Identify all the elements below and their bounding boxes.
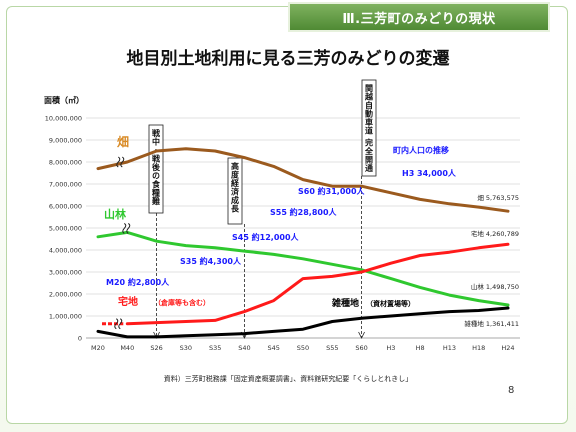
slide-frame [6,6,568,424]
y-tick-label: 4,000,000 [49,247,82,255]
break-marker [122,222,131,234]
y-tick-label: 6,000,000 [49,203,82,211]
x-tick-label: S40 [238,344,250,352]
event-marker-arrow [358,331,365,339]
misc-land-note: （資材置場等） [366,299,415,308]
x-tick-label: S50 [297,344,309,352]
field-end-value: 畑 5,763,575 [477,194,519,202]
y-tick-label: 1,000,000 [49,313,82,321]
y-tick-label: 2,000,000 [49,291,82,299]
event-box-label: 戦中・戦後の食糧難 [151,128,161,206]
y-tick-label: 10,000,000 [45,115,82,123]
x-tick-label: S45 [268,344,280,352]
forest-end-value: 山林 1,498,750 [471,282,519,291]
x-tick-label: S26 [150,344,162,352]
population-label: S55 約28,800人 [270,207,338,217]
page-title: 地目別土地利用に見る三芳のみどりの変遷 [126,49,450,69]
residential-series-line [125,242,510,326]
x-tick-label: S60 [355,344,367,352]
event-box [227,157,243,225]
break-marker [116,156,125,168]
section-tab: Ⅲ.三芳町のみどりの現状 [288,2,550,32]
population-label: S45 約12,000人 [232,232,300,242]
event-box-label: 関越自動車道 完全開通 [364,83,374,173]
x-tick-label: S35 [209,344,221,352]
forest-label: 山林 [104,207,126,221]
event-box [148,124,164,214]
event-box-label: 高度経済成長 [230,161,240,214]
residential-label: 宅地 [118,295,138,308]
misc-land-end-value: 雑種地 1,361,411 [464,319,519,328]
forest-series-line [96,230,510,307]
y-tick-label: 0 [78,335,82,343]
x-tick-label: S30 [180,344,192,352]
y-tick-label: 5,000,000 [49,225,82,233]
x-tick-label: H18 [472,344,485,352]
y-axis-label: 面積（㎡） [44,95,84,105]
population-title: 町内人口の推移 [393,145,449,155]
misc-land-series-line [96,306,510,339]
x-tick-label: H3 [386,344,395,352]
x-tick-label: H13 [443,344,456,352]
population-label: S35 約4,300人 [180,256,242,266]
y-tick-label: 7,000,000 [49,181,82,189]
page-number: 8 [508,385,515,396]
population-label: S60 約31,000人 [298,186,366,196]
x-tick-label: S55 [326,344,338,352]
x-tick-label: M20 [91,344,105,352]
field-label: 畑 [117,135,129,149]
footnote: 資料）三芳町税務課「固定資産概要調書」、資料館研究紀要「くらしとれきし」 [163,375,413,383]
population-label: H3 34,000人 [402,168,457,178]
x-tick-label: H24 [501,344,514,352]
y-tick-label: 8,000,000 [49,159,82,167]
field-series-line [96,147,510,213]
y-tick-label: 9,000,000 [49,137,82,145]
misc-land-label: 雑種地 [331,297,359,309]
y-tick-label: 3,000,000 [49,269,82,277]
population-label: M20 約2,800人 [106,277,170,287]
event-box [361,79,377,177]
x-tick-label: M40 [120,344,134,352]
residential-note: （倉庫等も含む） [154,298,210,307]
break-marker [114,318,123,330]
x-tick-label: H8 [416,344,425,352]
residential-end-value: 宅地 4,260,789 [471,229,519,238]
